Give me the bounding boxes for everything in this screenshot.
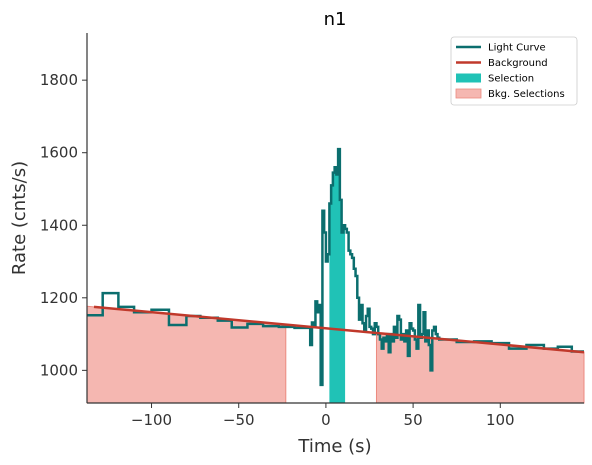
legend-label-background: Background	[488, 58, 548, 69]
background-line	[93, 305, 585, 354]
legend-label-light-curve: Light Curve	[488, 43, 546, 54]
legend-label-selection: Selection	[488, 74, 534, 85]
legend: Light Curve Background Selection Bkg. Selec…	[450, 36, 578, 106]
y-axis-ticks: 1000 1200 1400 1600 1800	[40, 71, 87, 379]
legend-swatch-bkg-selections	[455, 88, 482, 99]
x-tick-label: 50	[404, 411, 423, 429]
legend-label-bkg-selections: Bkg. Selections	[488, 89, 565, 100]
y-axis-label: Rate (cnts/s)	[9, 161, 30, 275]
x-axis-ticks: −100 −50 0 50 100	[131, 403, 515, 429]
chart-title: n1	[324, 9, 347, 30]
x-tick-label: −50	[223, 411, 255, 429]
x-axis-label: Time (s)	[297, 436, 371, 457]
y-tick-label: 1400	[40, 216, 78, 234]
plot-area	[86, 147, 585, 404]
y-tick-label: 1600	[40, 144, 78, 162]
y-tick-label: 1000	[40, 361, 78, 379]
bkg-selection-regions	[86, 305, 585, 404]
legend-frame	[450, 36, 578, 106]
x-tick-label: 0	[321, 411, 331, 429]
x-tick-label: 100	[486, 411, 515, 429]
y-tick-label: 1200	[40, 289, 78, 307]
y-tick-label: 1800	[40, 71, 78, 89]
x-tick-label: −100	[131, 411, 172, 429]
legend-swatch-selection	[456, 73, 481, 83]
